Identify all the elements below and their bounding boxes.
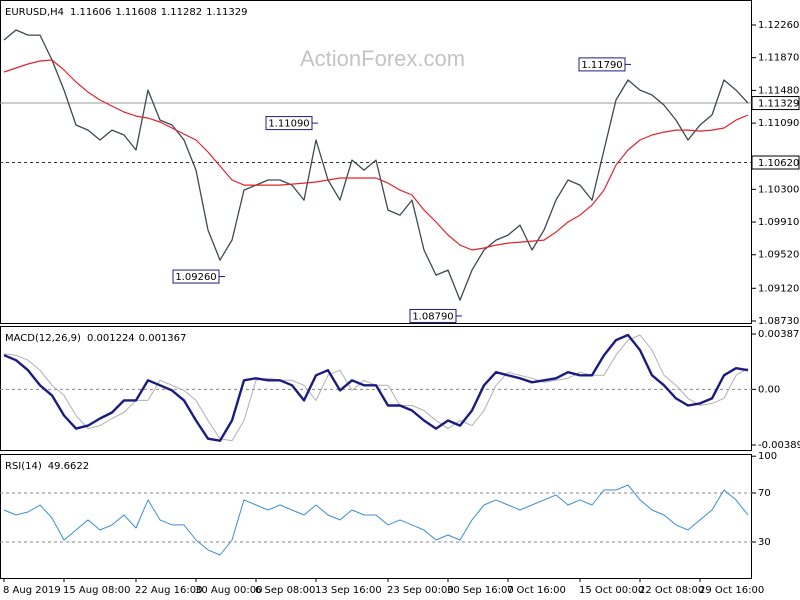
annotation-box: [578, 57, 626, 72]
series-line: [3, 59, 749, 251]
y-tick-label: 1.11090: [758, 118, 799, 129]
y-tick-label: 100: [758, 451, 777, 462]
panel-frame: [0, 454, 752, 579]
series-line: [3, 333, 749, 442]
annotation-label: 1.08790: [412, 311, 453, 322]
y-tick-label: 1.09520: [758, 250, 799, 261]
header-text: EURUSD,H4: [5, 7, 64, 18]
header-text: 1.11329: [206, 7, 247, 18]
header-text: 1.11606: [70, 7, 111, 18]
annotation-label: 1.11090: [268, 119, 309, 130]
x-tick-label: 15 Aug 08:00: [63, 585, 130, 596]
annotation-label: 1.11790: [581, 60, 622, 71]
y-tick-label: 0.00: [758, 384, 780, 395]
y-tick-label: 1.09120: [758, 283, 799, 294]
x-tick-label: 22 Aug 16:00: [135, 585, 202, 596]
series-line: [3, 484, 749, 556]
x-tick-label: 29 Oct 16:00: [699, 585, 764, 596]
y-tick-label: 1.10300: [758, 184, 799, 195]
y-tick-label: 1.11480: [758, 85, 799, 96]
y-tick-label: 0.003876: [758, 329, 800, 340]
x-tick-label: 23 Sep 00:00: [387, 585, 454, 596]
watermark: ActionForex.com: [300, 46, 465, 71]
annotation-label: 1.09260: [175, 272, 216, 283]
x-tick-label: 30 Aug 00:00: [195, 585, 262, 596]
panel-header: MACD(12,26,9) 0.001224 0.001367: [5, 333, 186, 344]
header-text: MACD(12,26,9): [5, 333, 81, 344]
price-box-label: 1.11329: [758, 99, 799, 110]
y-tick-label: 30: [758, 537, 771, 548]
x-tick-label: 30 Sep 16:00: [447, 585, 514, 596]
price-box: [751, 155, 800, 170]
y-tick-label: 1.11870: [758, 53, 799, 64]
annotation-box: [409, 308, 457, 323]
y-tick-label: 1.12260: [758, 20, 799, 31]
y-tick-label: 1.08730: [758, 316, 799, 327]
annotation-box: [265, 116, 313, 131]
header-text: 0.001367: [139, 333, 187, 344]
panel-frame: [0, 326, 752, 451]
panel-header: EURUSD,H4 1.11606 1.11608 1.11282 1.11329: [5, 7, 247, 18]
y-tick-label: 70: [758, 488, 771, 499]
x-tick-label: 7 Oct 16:00: [507, 585, 566, 596]
x-tick-label: 15 Oct 00:00: [579, 585, 644, 596]
x-tick-label: 22 Oct 08:00: [639, 585, 704, 596]
header-text: RSI(14): [5, 461, 42, 472]
annotation-box: [172, 269, 220, 284]
y-tick-label: -0.003899: [758, 440, 800, 451]
header-text: 49.6622: [48, 461, 89, 472]
header-text: 0.001224: [87, 333, 135, 344]
y-tick-label: 1.09910: [758, 217, 799, 228]
series-line: [3, 29, 749, 301]
x-tick-label: 8 Aug 2019: [3, 585, 61, 596]
x-tick-label: 13 Sep 16:00: [315, 585, 382, 596]
price-box: [751, 96, 800, 111]
price-box-label: 1.10620: [758, 158, 799, 169]
x-tick-label: 6 Sep 08:00: [255, 585, 315, 596]
header-text: 1.11282: [161, 7, 202, 18]
panel-header: RSI(14) 49.6622: [5, 461, 89, 472]
header-text: 1.11608: [115, 7, 156, 18]
